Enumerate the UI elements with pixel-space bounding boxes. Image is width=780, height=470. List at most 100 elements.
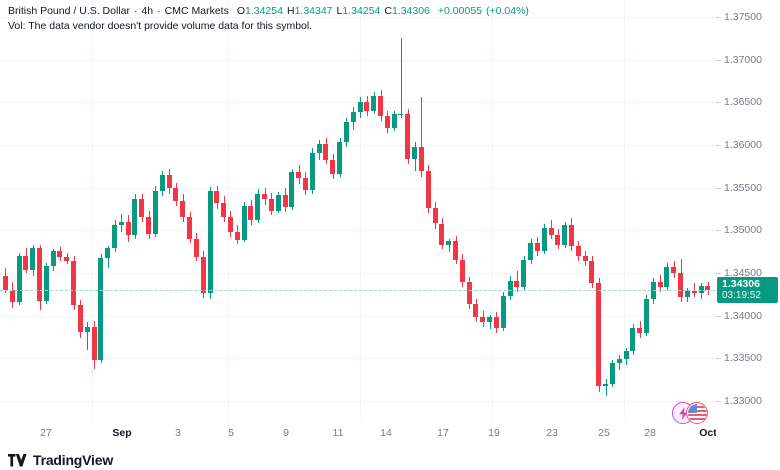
- candle-body: [330, 159, 336, 175]
- symbol-name[interactable]: British Pound / U.S. Dollar: [8, 5, 130, 17]
- candle-body: [643, 299, 649, 333]
- high-value: 1.34347: [294, 5, 333, 17]
- price-gridline: [0, 230, 716, 232]
- bar-countdown-timer: 03:19:52: [722, 290, 761, 302]
- candle-wick: [606, 378, 607, 396]
- price-axis-label: 1.33500: [724, 352, 762, 365]
- candle-body: [500, 296, 506, 328]
- close-key: C: [384, 5, 392, 17]
- candle-body: [77, 304, 83, 332]
- candle-body: [412, 146, 418, 159]
- close-value: 1.34306: [391, 5, 430, 17]
- candle-body: [152, 191, 158, 234]
- price-axis-label: 1.34500: [724, 266, 762, 279]
- candle-body: [118, 221, 124, 226]
- time-gridline: [624, 0, 625, 418]
- price-axis-label: 1.37000: [724, 53, 762, 66]
- time-axis[interactable]: 27 Sep 3 5 9 11 14 17 19 23 25 28 Oct: [0, 418, 717, 448]
- exchange-label: CMC Markets: [164, 5, 229, 17]
- candle-body: [98, 258, 104, 360]
- candle-body: [2, 276, 8, 291]
- candle-body: [302, 178, 308, 191]
- price-tick: [716, 272, 721, 274]
- price-axis-label: 1.34000: [724, 309, 762, 322]
- candle-body: [378, 96, 383, 116]
- change-absolute: +0.00055: [437, 5, 482, 17]
- candle-body: [398, 114, 404, 116]
- candle-body: [705, 285, 711, 291]
- low-value: 1.34254: [342, 5, 381, 17]
- candle-body: [316, 144, 322, 153]
- change-percent: (+0.04%): [486, 5, 529, 17]
- candle-body: [214, 191, 220, 204]
- candle-body: [146, 216, 152, 234]
- candle-body: [350, 111, 356, 122]
- price-tick: [716, 315, 721, 317]
- candle-body: [473, 303, 479, 318]
- open-key: O: [236, 5, 245, 17]
- candle-body: [678, 272, 684, 297]
- candle-body: [343, 121, 349, 143]
- candle-body: [534, 243, 540, 251]
- price-gridline: [0, 315, 716, 317]
- candle-wick: [87, 322, 88, 350]
- candle-body: [562, 225, 568, 245]
- candle-body: [200, 256, 206, 294]
- candle-body: [630, 327, 636, 352]
- axis-corner: [716, 418, 780, 448]
- candle-body: [337, 142, 343, 175]
- candle-body: [384, 116, 390, 128]
- candle-body: [548, 227, 554, 235]
- candle-body: [459, 260, 465, 283]
- candle-body: [357, 101, 363, 112]
- candle-body: [43, 266, 49, 302]
- time-gridline: [228, 0, 229, 418]
- candle-wick: [449, 238, 450, 253]
- time-axis-label: 27: [40, 427, 52, 439]
- time-axis-label: 28: [644, 427, 656, 439]
- chart-legend: British Pound / U.S. Dollar · 4h · CMC Marke…: [8, 5, 529, 33]
- candle-body: [262, 193, 268, 199]
- candle-body: [432, 208, 438, 224]
- open-value: 1.34254: [245, 5, 283, 17]
- candle-body: [50, 250, 56, 267]
- candle-body: [125, 221, 131, 236]
- candle-body: [684, 290, 690, 297]
- price-gridline: [0, 145, 716, 147]
- candle-body: [418, 146, 424, 171]
- candle-body: [568, 225, 574, 246]
- candle-body: [391, 114, 397, 128]
- candle-body: [405, 114, 411, 159]
- us-flag-icon[interactable]: [686, 402, 708, 424]
- price-axis[interactable]: 1.37500 1.37000 1.36500 1.36000 1.35500 1.350…: [716, 0, 780, 418]
- candle-body: [221, 203, 227, 217]
- candle-body: [364, 101, 370, 111]
- price-tick: [716, 230, 721, 232]
- candle-body: [248, 205, 254, 221]
- candle-body: [664, 267, 670, 287]
- current-price-badge[interactable]: 1.34306 03:19:52: [717, 276, 778, 303]
- price-gridline: [0, 187, 716, 189]
- price-tick: [716, 187, 721, 189]
- price-tick: [716, 145, 721, 147]
- price-tick: [716, 400, 721, 402]
- interval-label[interactable]: 4h: [141, 5, 154, 17]
- time-gridline: [492, 0, 493, 418]
- candle-body: [623, 351, 629, 360]
- candle-body: [180, 201, 186, 217]
- candle-body: [487, 317, 493, 323]
- candle-body: [439, 223, 445, 245]
- time-axis-label: 5: [228, 427, 234, 439]
- high-key: H: [286, 5, 295, 17]
- tradingview-footer[interactable]: TradingView: [8, 452, 113, 468]
- candle-body: [71, 261, 77, 305]
- time-axis-label: 25: [598, 427, 610, 439]
- legend-main-row: British Pound / U.S. Dollar · 4h · CMC Marke…: [8, 5, 529, 18]
- chart-plot-area[interactable]: [0, 0, 716, 418]
- time-axis-label: 23: [546, 427, 558, 439]
- candle-body: [159, 174, 165, 192]
- candle-body: [105, 248, 111, 259]
- price-axis-label: 1.36000: [724, 139, 762, 152]
- price-axis-label: 1.35000: [724, 224, 762, 237]
